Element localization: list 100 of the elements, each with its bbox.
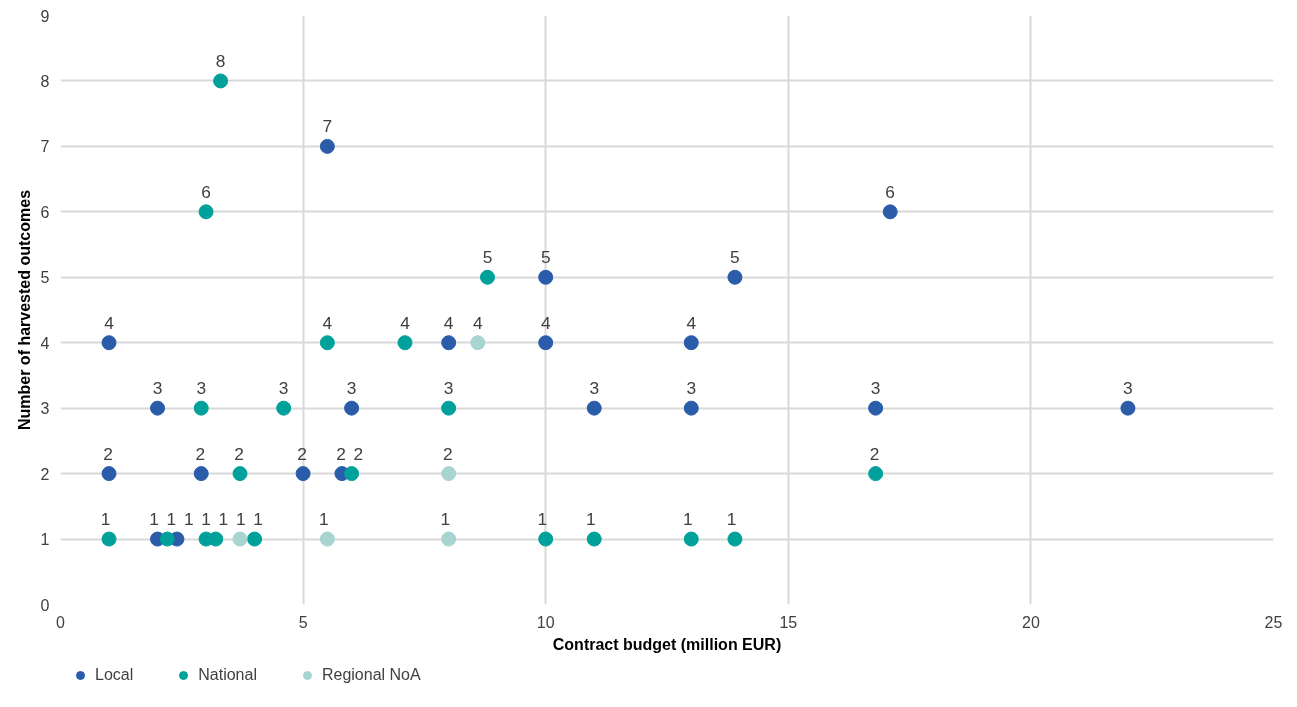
point	[1120, 400, 1136, 416]
data-label: 1	[585, 509, 596, 530]
data-label: 1	[440, 509, 451, 530]
y-tick-label: 0	[40, 596, 50, 614]
data-label: 1	[218, 509, 229, 530]
data-label: 2	[234, 443, 244, 464]
point	[159, 531, 175, 547]
data-label: 2	[297, 443, 307, 464]
data-label: 3	[196, 378, 207, 399]
y-tick-label: 6	[40, 203, 50, 221]
point	[295, 466, 311, 482]
point	[441, 400, 457, 416]
point	[868, 400, 884, 416]
point	[441, 335, 457, 351]
data-label: 2	[442, 443, 453, 464]
legend-label: Regional NoA	[321, 666, 421, 684]
y-tick-label: 8	[40, 72, 50, 90]
point	[538, 269, 554, 285]
x-tick-label: 25	[1264, 613, 1283, 631]
data-label: 1	[682, 509, 693, 530]
data-label: 4	[472, 312, 483, 333]
data-label: 3	[870, 378, 881, 399]
point	[538, 335, 554, 351]
data-label: 4	[400, 312, 411, 333]
data-label: 2	[195, 443, 206, 464]
point	[882, 204, 898, 220]
data-label: 3	[346, 378, 357, 399]
point	[397, 335, 413, 351]
point	[586, 400, 602, 416]
data-label: 1	[235, 509, 246, 530]
data-label: 4	[322, 312, 333, 333]
data-label: 1	[201, 509, 211, 530]
point	[441, 531, 457, 547]
data-label: 6	[885, 181, 896, 202]
data-label: 7	[322, 116, 333, 137]
data-label: 1	[183, 509, 194, 530]
legend-label: National	[198, 666, 257, 684]
point	[101, 466, 117, 482]
point	[344, 400, 360, 416]
point	[193, 400, 209, 416]
x-tick-label: 0	[56, 613, 66, 631]
point	[198, 204, 214, 220]
data-label: 4	[443, 312, 454, 333]
point	[247, 531, 263, 547]
data-label: 2	[353, 443, 364, 464]
point	[538, 531, 554, 547]
point	[683, 335, 699, 351]
point	[727, 269, 743, 285]
data-label: 1	[726, 509, 737, 530]
point	[213, 73, 229, 89]
point	[319, 138, 335, 154]
data-label: 5	[730, 247, 740, 268]
data-label: 1	[149, 509, 159, 530]
legend-label: Local	[95, 666, 134, 684]
data-label: 1	[100, 509, 111, 530]
point	[193, 466, 209, 482]
y-tick-label: 4	[40, 334, 50, 352]
y-tick-label: 1	[40, 531, 50, 549]
y-tick-label: 7	[40, 138, 50, 156]
x-axis-title: Contract budget (million EUR)	[552, 635, 782, 653]
point	[319, 531, 335, 547]
point	[683, 531, 699, 547]
data-label: 3	[1123, 378, 1133, 399]
x-tick-label: 20	[1022, 613, 1040, 631]
data-label: 1	[537, 509, 548, 530]
data-label: 3	[443, 378, 454, 399]
point	[101, 335, 117, 351]
point	[479, 269, 495, 285]
data-label: 5	[540, 247, 551, 268]
point	[727, 531, 743, 547]
point	[586, 531, 602, 547]
y-tick-label: 2	[40, 465, 50, 483]
data-label: 3	[589, 378, 600, 399]
data-label: 2	[869, 443, 880, 464]
point	[441, 466, 457, 482]
y-axis-title: Number of harvested outcomes	[15, 189, 33, 431]
x-tick-label: 10	[536, 613, 555, 631]
x-tick-label: 5	[298, 613, 308, 631]
point	[101, 531, 117, 547]
x-tick-label: 15	[779, 613, 798, 631]
data-label: 3	[152, 378, 163, 399]
data-label: 8	[215, 50, 226, 71]
data-label: 4	[540, 312, 551, 333]
data-label: 4	[104, 312, 115, 333]
y-tick-label: 9	[40, 7, 50, 25]
data-label: 4	[686, 312, 697, 333]
y-tick-label: 3	[40, 400, 50, 418]
point	[868, 466, 884, 482]
point	[276, 400, 292, 416]
data-label: 2	[336, 443, 346, 464]
data-label: 1	[319, 509, 329, 530]
data-label: 1	[253, 509, 263, 530]
point	[232, 466, 248, 482]
point	[150, 400, 166, 416]
point	[470, 335, 486, 351]
y-tick-label: 5	[40, 269, 50, 287]
point	[319, 335, 335, 351]
point	[232, 531, 248, 547]
data-label: 5	[482, 247, 493, 268]
data-label: 3	[278, 378, 289, 399]
